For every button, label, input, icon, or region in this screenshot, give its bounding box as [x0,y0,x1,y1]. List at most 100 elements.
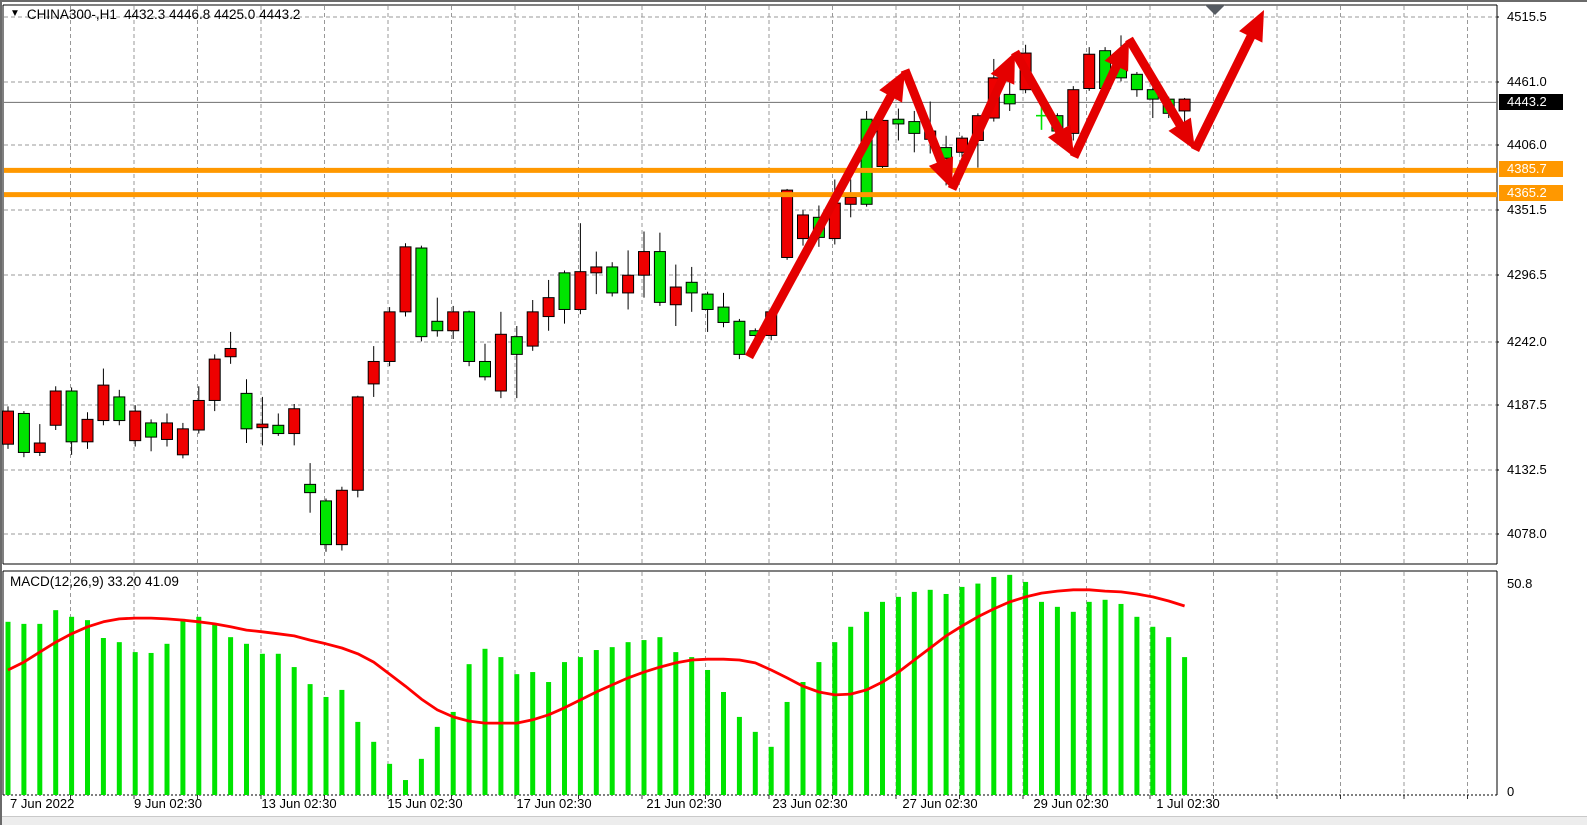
macd-histogram-bar [911,591,917,795]
time-axis-label: 13 Jun 02:30 [261,796,337,811]
price-axis-label: 4515.5 [1507,9,1547,24]
candle-bullish [113,396,126,422]
time-axis[interactable]: 7 Jun 2022 9 Jun 02:30 13 Jun 02:30 15 Jun … [2,796,1499,814]
macd-histogram-bar [546,682,552,795]
candle-bullish [415,247,428,338]
macd-histogram-bar [880,601,885,795]
price-axis-label: 4296.5 [1507,267,1547,282]
macd-histogram-bar [530,672,536,795]
macd-histogram-bar [498,657,504,795]
macd-histogram-bar [387,763,393,795]
candle-bullish [1130,73,1143,91]
macd-histogram-bar [1134,616,1140,795]
trend-arrowhead [1239,10,1264,43]
macd-histogram-bar [1070,611,1076,795]
macd-indicator-label: MACD(12,26,9) 33.20 41.09 [10,574,179,589]
macd-scale-zero-label: 0 [1507,784,1515,799]
macd-histogram-bar [784,701,790,795]
macd-signal-line [7,588,1186,725]
candle-bearish [622,274,635,294]
macd-histogram-bar [562,662,567,795]
macd-histogram-bar [1118,603,1124,795]
candle-bullish [701,293,714,310]
macd-histogram-bar [705,669,711,795]
chart-ohlc-values: 4432.3 4446.8 4425.0 4443.2 [123,6,301,22]
candle-bearish [1178,98,1191,112]
trend-arrowhead [928,156,954,189]
macd-histogram-bar [116,642,122,795]
symbol-dropdown-icon[interactable]: ▼ [10,8,20,19]
candle-bullish [1003,93,1016,105]
macd-histogram-bar [371,741,377,795]
macd-histogram-bar [514,674,520,795]
sell-marker-icon [1205,5,1225,15]
macd-histogram-bar [768,746,774,795]
trend-arrowhead [990,52,1015,85]
price-axis[interactable]: 4443.2 4385.7 4365.2 50.8 0 4515.5 4461.0… [1499,2,1587,816]
macd-histogram-bar [275,653,281,795]
macd-histogram-bar [625,642,631,795]
time-axis-label: 7 Jun 2022 [10,796,75,811]
candle-bullish [320,500,332,546]
candle-bearish [192,399,205,431]
macd-scale-max-label: 50.8 [1507,576,1533,591]
macd-histogram-bar [1150,626,1156,795]
price-axis-label: 4242.0 [1507,334,1547,349]
candle-bullish [17,412,30,453]
candle-bearish [638,251,650,276]
candle-bearish [129,410,142,442]
macd-histogram-bar [895,596,901,795]
candle-bullish [304,483,317,494]
macd-histogram-bar [323,696,329,795]
price-axis-label: 4187.5 [1507,397,1547,412]
support-level-badge: 4365.2 [1499,185,1563,201]
trend-arrow-segment [1190,24,1261,152]
macd-histogram-bar [132,652,138,795]
macd-histogram-bar [848,626,854,795]
candle-bullish [558,272,571,310]
time-axis-label: 27 Jun 02:30 [902,796,978,811]
candle-bearish [399,246,412,313]
candle-bearish [176,428,189,456]
trend-arrow-segment [947,66,1012,191]
candle-bullish [860,118,873,205]
candle-bullish [908,121,921,134]
macd-histogram-bar [180,618,186,795]
macd-histogram-bar [927,589,933,795]
candle-bearish [590,266,603,274]
candle-bullish [240,392,253,430]
macd-histogram-bar [1166,637,1172,795]
candle-bearish [335,489,348,546]
macd-histogram-bar [975,583,981,795]
candle-bearish [844,196,857,205]
macd-histogram-bar [959,586,965,795]
candle-bearish [49,390,62,426]
time-axis-label: 21 Jun 02:30 [646,796,722,811]
trend-arrowhead [879,70,905,103]
macd-histogram-bar [259,653,265,795]
macd-histogram-bar [450,711,456,795]
macd-histogram-bar [593,650,599,795]
candle-bullish [717,306,730,323]
macd-histogram-bar [339,689,345,795]
macd-histogram-bar [673,652,679,795]
candle-bearish [526,311,539,347]
macd-histogram-bar [657,637,663,795]
candle-bearish [1083,53,1096,89]
resistance-level-badge: 4385.7 [1499,161,1563,177]
macd-histogram-bar [21,623,27,795]
candle-bearish [208,358,221,401]
trend-arrowhead [1047,124,1074,157]
candle-bullish [463,311,476,362]
trend-arrow-segment [745,83,901,360]
macd-histogram-bar [403,780,408,795]
candle-bearish [33,442,46,453]
candle-bearish [2,410,14,445]
chart-header: ▼ CHINA300-,H1 4432.3 4446.8 4425.0 4443… [10,5,300,23]
macd-histogram-bar [752,731,758,795]
macd-histogram-bar [641,640,647,795]
candle-bullish [65,390,78,443]
macd-histogram-bar [85,620,90,795]
